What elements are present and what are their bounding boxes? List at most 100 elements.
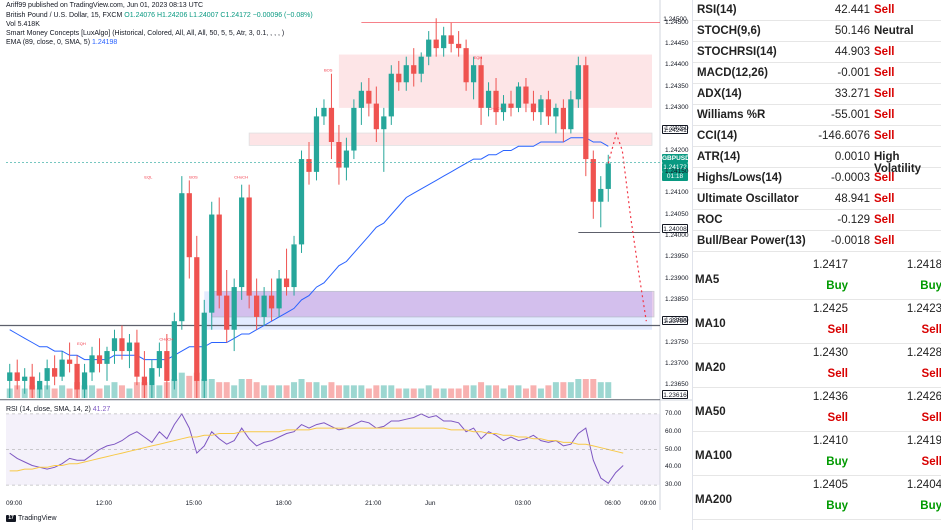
indicator-row: MACD(12,26) -0.001 Sell xyxy=(693,63,941,84)
indicator-name: CCI(14) xyxy=(697,130,738,142)
candle-body xyxy=(66,359,73,364)
ohlc-values: O1.24076 H1.24206 L1.24007 C1.24172 −0.0… xyxy=(124,12,313,19)
candle-body xyxy=(254,295,260,317)
indicator-row: Ultimate Oscillator 48.941 Sell xyxy=(693,189,941,210)
candle-body xyxy=(74,363,80,390)
smc-annotation: EQL xyxy=(144,174,153,179)
chart-area[interactable]: EQH CHoCH BOS EQL CHoCH BOS EQH CHoCH Ariff99 p… xyxy=(0,0,692,530)
volume-bar xyxy=(223,382,230,398)
candle-body xyxy=(59,359,65,377)
ma-simple-value: 1.2436 xyxy=(812,391,848,403)
candle-body xyxy=(500,103,507,113)
volume-bar xyxy=(552,382,559,398)
candle-body xyxy=(246,197,252,296)
indicator-row: ADX(14) 33.271 Sell xyxy=(693,84,941,105)
volume-bar xyxy=(156,385,163,398)
smc-annotation: EQH xyxy=(77,341,86,346)
time-axis-tick: 18:00 xyxy=(275,500,292,507)
candle-body xyxy=(448,35,454,44)
volume-bar xyxy=(44,385,51,398)
price-axis-tick: 1.24100 xyxy=(665,189,689,197)
volume-bar xyxy=(590,379,597,398)
price-axis-tick: 1.24350 xyxy=(665,82,689,90)
volume-bar xyxy=(605,382,612,398)
volume-bar xyxy=(567,382,574,398)
volume-bar xyxy=(96,388,103,398)
ma-name: MA100 xyxy=(695,450,733,462)
indicator-action: Sell xyxy=(874,46,895,58)
ma-exponential-action: Sell xyxy=(921,456,941,468)
candle-body xyxy=(81,372,88,390)
candle-body xyxy=(583,65,589,160)
candle-body xyxy=(291,244,297,288)
volume-bar xyxy=(216,382,223,398)
moving-average-row: MA200 1.2405 Buy 1.2404 Buy xyxy=(693,476,941,520)
volume-bar xyxy=(14,385,21,398)
volume-bar xyxy=(575,379,582,398)
volume-bar xyxy=(186,375,193,398)
price-axis-tick: 1.23900 xyxy=(665,274,689,282)
ma-exponential-action: Sell xyxy=(921,368,941,380)
price-axis-tick: 1.23700 xyxy=(665,359,689,367)
candle-body xyxy=(298,159,305,245)
indicator-name: ATR(14) xyxy=(697,151,741,163)
indicator-value: 42.441 xyxy=(834,4,870,16)
volume-bar xyxy=(582,379,589,398)
indicator-row: RSI(14) 42.441 Sell xyxy=(693,0,941,21)
candle-body xyxy=(22,376,28,381)
volume-bar xyxy=(283,385,290,398)
support-label: 1.24008 xyxy=(662,224,688,233)
volume-bar xyxy=(118,385,125,398)
price-axis-tick: 1.24200 xyxy=(665,146,689,154)
volume-bar xyxy=(470,385,477,398)
indicator-name: Ultimate Oscillator xyxy=(697,193,799,205)
smc-zone xyxy=(248,132,653,146)
tradingview-logo: 17 TradingView xyxy=(6,515,57,522)
indicator-action: Sell xyxy=(874,235,895,247)
symbol-name: British Pound / U.S. Dollar, 15, FXCM xyxy=(6,12,123,19)
indicator-name: ROC xyxy=(697,214,723,226)
volume-bar xyxy=(485,385,492,398)
indicator-row: CCI(14) -146.6076 Sell xyxy=(693,126,941,147)
moving-average-row: MA5 1.2417 Buy 1.2418 Buy xyxy=(693,256,941,300)
ma-name: MA10 xyxy=(695,318,726,330)
volume-bar xyxy=(335,385,342,398)
volume-bar xyxy=(89,385,96,398)
indicator-name: MACD(12,26) xyxy=(697,67,768,79)
brand-name: TradingView xyxy=(18,515,57,522)
volume-bar xyxy=(268,385,275,398)
rsi-axis-tick: 60.00 xyxy=(665,427,682,435)
price-axis-tick: 1.24150 xyxy=(665,167,689,175)
volume-bar xyxy=(358,385,365,398)
candle-body xyxy=(104,351,110,364)
candle-body xyxy=(268,295,275,309)
symbol-tag: GBPUSD xyxy=(662,154,690,163)
rsi-legend: RSI (14, close, SMA, 14, 2) 41.27 xyxy=(6,405,110,415)
ema-legend: EMA (89, close, 0, SMA, 5) 1.24198 xyxy=(6,38,117,48)
price-chart[interactable]: EQH CHoCH BOS EQL CHoCH BOS EQH CHoCH xyxy=(0,0,692,530)
candle-body xyxy=(14,372,20,381)
ob-top-label: 1.24241 xyxy=(662,125,688,134)
price-axis-tick: 1.23750 xyxy=(665,338,689,346)
candle-body xyxy=(568,99,574,130)
ma-simple-value: 1.2417 xyxy=(812,259,848,271)
candle-body xyxy=(590,159,596,202)
indicator-value: 50.146 xyxy=(834,25,870,37)
current-price-label: 1.24172 xyxy=(662,163,688,172)
candle-body xyxy=(313,116,320,172)
volume-bar xyxy=(478,382,485,398)
candle-body xyxy=(231,287,237,330)
volume-bar xyxy=(238,379,245,398)
candle-body xyxy=(44,368,50,381)
indicator-action: Sell xyxy=(874,109,895,121)
price-axis-tick: 1.24300 xyxy=(665,103,689,111)
volume-bar xyxy=(373,385,380,398)
ma-name: MA20 xyxy=(695,362,726,374)
time-axis-tick: 06:00 xyxy=(604,500,621,507)
indicator-value: -55.001 xyxy=(830,109,870,121)
volume-bar xyxy=(522,388,529,398)
indicator-action: Sell xyxy=(874,130,895,142)
smc-annotation: CHoCH xyxy=(489,106,503,111)
volume-bar xyxy=(306,382,312,398)
price-axis-tick: 1.24250 xyxy=(665,125,689,133)
